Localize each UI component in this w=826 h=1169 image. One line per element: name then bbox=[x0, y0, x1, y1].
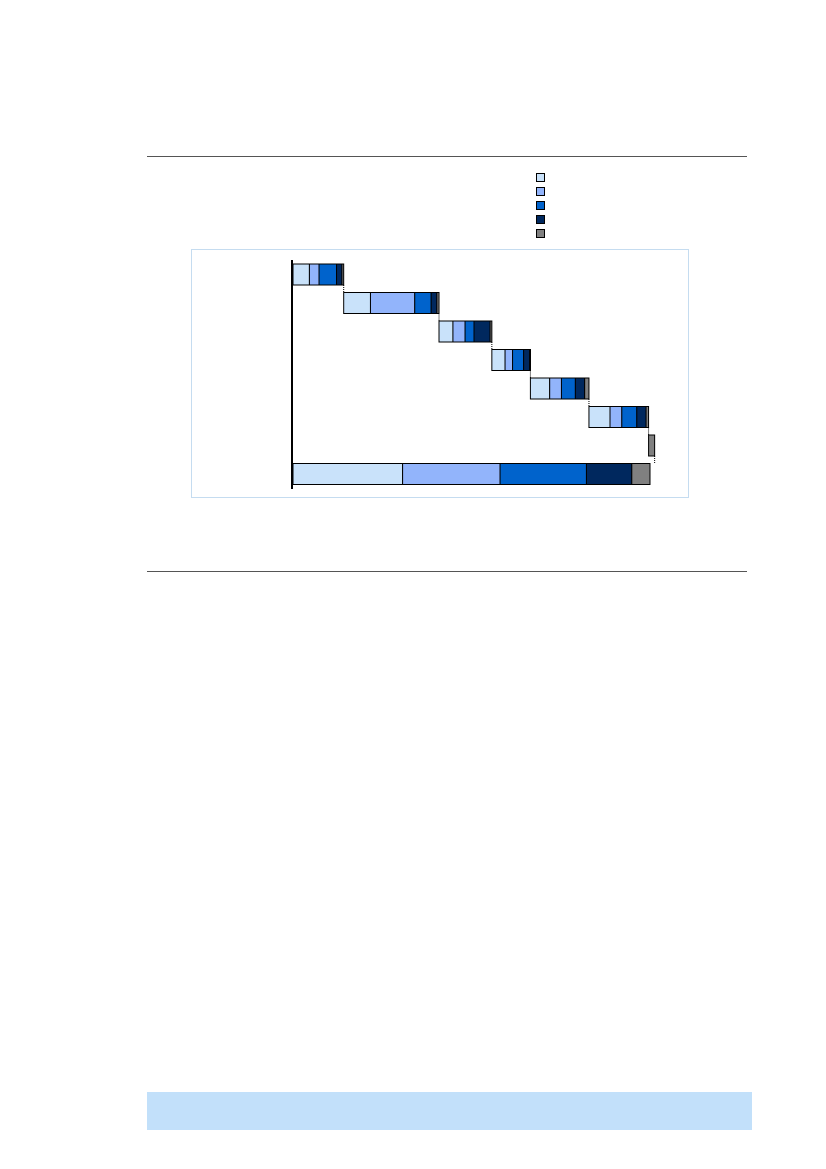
legend-swatch-3 bbox=[536, 201, 545, 210]
total-segment-5 bbox=[631, 463, 651, 485]
total-segment-1 bbox=[292, 463, 404, 485]
total-segment-2 bbox=[402, 463, 501, 485]
top-rule bbox=[147, 156, 747, 157]
legend bbox=[536, 173, 545, 243]
row-4-segment-5 bbox=[529, 349, 531, 371]
row-2-segment-1 bbox=[343, 292, 371, 314]
row-1-segment-3 bbox=[318, 263, 338, 286]
row-4-segment-1 bbox=[491, 349, 506, 371]
legend-swatch-1 bbox=[536, 173, 545, 182]
row-2-segment-5 bbox=[436, 292, 440, 314]
row-5-segment-5 bbox=[584, 377, 590, 400]
row-6-segment-5 bbox=[645, 406, 650, 428]
row-4-segment-3 bbox=[512, 349, 525, 371]
row-3-segment-4 bbox=[473, 320, 491, 343]
row-3-segment-2 bbox=[452, 320, 466, 343]
chart-frame bbox=[191, 249, 689, 498]
row-4-segment-2 bbox=[504, 349, 514, 371]
row-5-segment-2 bbox=[549, 377, 562, 400]
row-3-segment-1 bbox=[438, 320, 454, 343]
row-7-segment-5 bbox=[648, 434, 656, 457]
row-5-segment-4 bbox=[574, 377, 586, 400]
row-1-segment-4 bbox=[336, 263, 343, 286]
total-segment-3 bbox=[499, 463, 587, 485]
row-6-segment-2 bbox=[609, 406, 623, 428]
row-3-segment-5 bbox=[489, 320, 493, 343]
row-6-segment-4 bbox=[636, 406, 647, 428]
row-3-segment-3 bbox=[464, 320, 475, 343]
row-4-segment-4 bbox=[523, 349, 531, 371]
row-5-segment-3 bbox=[560, 377, 576, 400]
row-1-segment-2 bbox=[308, 263, 320, 286]
waterfall-chart bbox=[291, 260, 656, 489]
row-2-segment-2 bbox=[369, 292, 416, 314]
bottom-rule bbox=[147, 571, 747, 572]
legend-swatch-4 bbox=[536, 215, 545, 224]
legend-swatch-5 bbox=[536, 229, 545, 238]
row-1-segment-1 bbox=[292, 263, 310, 286]
footer-band bbox=[147, 1092, 752, 1130]
total-segment-4 bbox=[585, 463, 633, 485]
row-6-segment-3 bbox=[621, 406, 638, 428]
row-1-segment-5 bbox=[341, 263, 345, 286]
row-5-segment-1 bbox=[529, 377, 551, 400]
row-2-segment-4 bbox=[430, 292, 438, 314]
row-6-segment-1 bbox=[588, 406, 611, 428]
row-2-segment-3 bbox=[414, 292, 432, 314]
legend-swatch-2 bbox=[536, 187, 545, 196]
